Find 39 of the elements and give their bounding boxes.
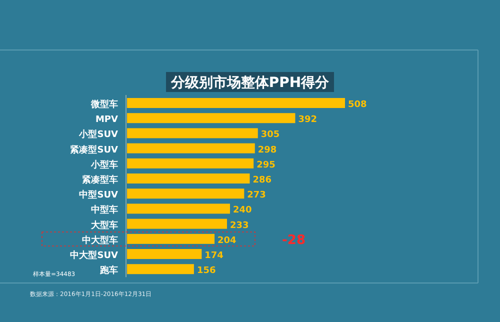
bar: [127, 98, 345, 108]
y-tick-label: 中型SUV: [79, 190, 118, 201]
bar: [127, 188, 244, 199]
data-label: 298: [258, 145, 277, 156]
y-tick-label: 小型SUV: [78, 129, 118, 140]
y-tick-label: 紧凑型车: [82, 174, 118, 186]
y-tick-label: 微型车: [90, 99, 118, 110]
bar: [127, 128, 258, 138]
data-label: 286: [252, 176, 272, 186]
bar: [127, 174, 250, 184]
bar: [127, 264, 194, 274]
y-tick-label: 小型车: [90, 159, 118, 170]
bar: [127, 249, 202, 259]
data-label: 273: [247, 190, 266, 201]
data-label: 305: [260, 130, 280, 140]
bar: [127, 158, 254, 168]
data-label: 174: [204, 251, 224, 261]
bar: [127, 218, 227, 229]
bar: [127, 113, 296, 124]
data-label: 233: [230, 220, 249, 231]
data-label: 240: [232, 206, 252, 216]
chart-title: 分级别市场整体PPH得分: [170, 74, 330, 91]
bar: [127, 204, 230, 214]
y-tick-label: 大型车: [91, 220, 118, 231]
data-label: 392: [298, 115, 318, 126]
bar: [127, 234, 215, 244]
data-label: 156: [196, 266, 216, 276]
data-label: 508: [348, 100, 367, 110]
data-label: 295: [256, 160, 276, 170]
y-tick-label: 中型车: [91, 204, 118, 216]
y-tick-label: 紧凑型SUV: [70, 144, 118, 156]
annotation: -28: [282, 233, 306, 248]
title: 分级别市场整体PPH得分: [166, 72, 334, 92]
data-label: 204: [218, 236, 236, 246]
y-tick-label: 中大型车: [82, 234, 118, 246]
y-tick-label: 跑车: [99, 265, 118, 276]
y-tick-label: MPV: [95, 115, 118, 126]
y-tick-label: 中大型SUV: [70, 250, 118, 261]
bar: [127, 143, 255, 154]
